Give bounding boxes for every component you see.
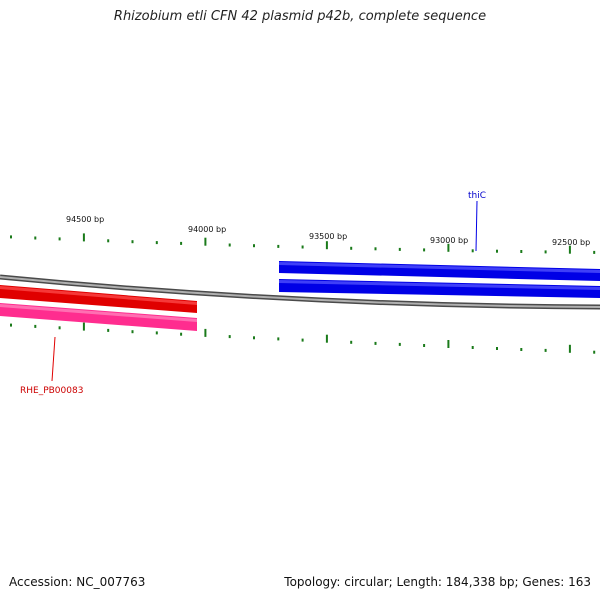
lower-scale-tick	[155, 331, 158, 335]
upper-scale-tick	[496, 249, 498, 253]
upper-scale-tick	[325, 241, 328, 250]
upper-scale-tick	[423, 248, 426, 252]
map-title: Rhizobium etli CFN 42 plasmid p42b, comp…	[113, 9, 487, 24]
lower-scale-tick	[58, 326, 61, 330]
accession-text: Accession: NC_007763	[9, 575, 146, 589]
upper-scale-tick	[544, 250, 547, 254]
upper-scale-tick	[350, 246, 353, 250]
RHE_PB00083-gene-feature[interactable]	[0, 285, 197, 313]
upper-scale-tick	[180, 241, 183, 245]
lower-scale-tick	[204, 328, 207, 337]
scale-label-94500: 94500 bp	[66, 215, 104, 224]
upper-scale-tick	[374, 247, 377, 251]
upper-scale-tick	[398, 247, 401, 251]
thiC-gene-label[interactable]: thiC	[468, 191, 486, 201]
lower-scale-tick	[107, 328, 110, 332]
upper-scale-tick	[568, 245, 571, 254]
lower-scale-tick	[568, 344, 571, 353]
lower-scale-tick	[131, 330, 134, 334]
lower-scale-tick	[350, 340, 353, 344]
upper-scale-tick	[34, 236, 37, 240]
upper-scale-ticks	[10, 233, 596, 254]
upper-scale-tick	[107, 239, 110, 243]
lower-scale-tick	[301, 338, 304, 342]
lower-scale-tick	[277, 337, 280, 341]
upper-scale-tick	[155, 241, 158, 245]
lower-scale-tick	[496, 347, 498, 350]
upper-scale-tick	[58, 237, 61, 241]
upper-scale-tick	[277, 244, 280, 248]
upper-scale-tick	[204, 237, 207, 246]
upper-scale-tick	[82, 233, 85, 242]
upper-scale-tick	[10, 235, 12, 239]
lower-scale-tick	[82, 322, 85, 331]
lower-scale-ticks	[10, 322, 596, 354]
lower-scale-tick	[593, 350, 596, 354]
RHE_PB00083-gene-label[interactable]: RHE_PB00083	[20, 386, 83, 396]
upper-scale-tick	[253, 244, 255, 248]
upper-scale-tick	[593, 250, 596, 254]
thiC-cds-feature[interactable]	[279, 279, 600, 298]
lower-scale-tick	[423, 344, 426, 347]
sequence-summary-text: Topology: circular; Length: 184,338 bp; …	[284, 575, 591, 589]
upper-scale-tick	[301, 245, 304, 249]
lower-scale-tick	[325, 334, 328, 343]
upper-scale-tick	[520, 250, 523, 253]
thiC-gene-feature[interactable]	[279, 261, 600, 281]
scale-label-93000: 93000 bp	[430, 236, 468, 245]
lower-scale-tick	[10, 323, 12, 327]
lower-scale-tick	[228, 335, 231, 339]
upper-scale-tick	[131, 240, 134, 244]
lower-scale-tick	[374, 341, 377, 345]
RHE_PB00083-label-leader	[51, 336, 56, 382]
lower-scale-tick	[34, 324, 37, 328]
upper-scale-tick	[228, 243, 231, 247]
lower-scale-tick	[253, 336, 255, 340]
scale-label-92500: 92500 bp	[552, 238, 590, 247]
scale-label-93500: 93500 bp	[309, 232, 347, 241]
upper-scale-tick	[471, 249, 474, 253]
scale-label-94000: 94000 bp	[188, 225, 226, 234]
thiC-label-leader	[475, 200, 478, 252]
lower-scale-tick	[544, 348, 547, 352]
lower-scale-tick	[520, 348, 523, 351]
lower-scale-tick	[180, 332, 183, 336]
lower-scale-tick	[398, 342, 401, 346]
lower-scale-tick	[471, 346, 474, 349]
upper-scale-tick	[447, 243, 450, 252]
sequence-backbone-highlight	[0, 276, 600, 308]
lower-scale-tick	[447, 340, 450, 348]
RHE_PB00083-cds-feature[interactable]	[0, 303, 197, 331]
